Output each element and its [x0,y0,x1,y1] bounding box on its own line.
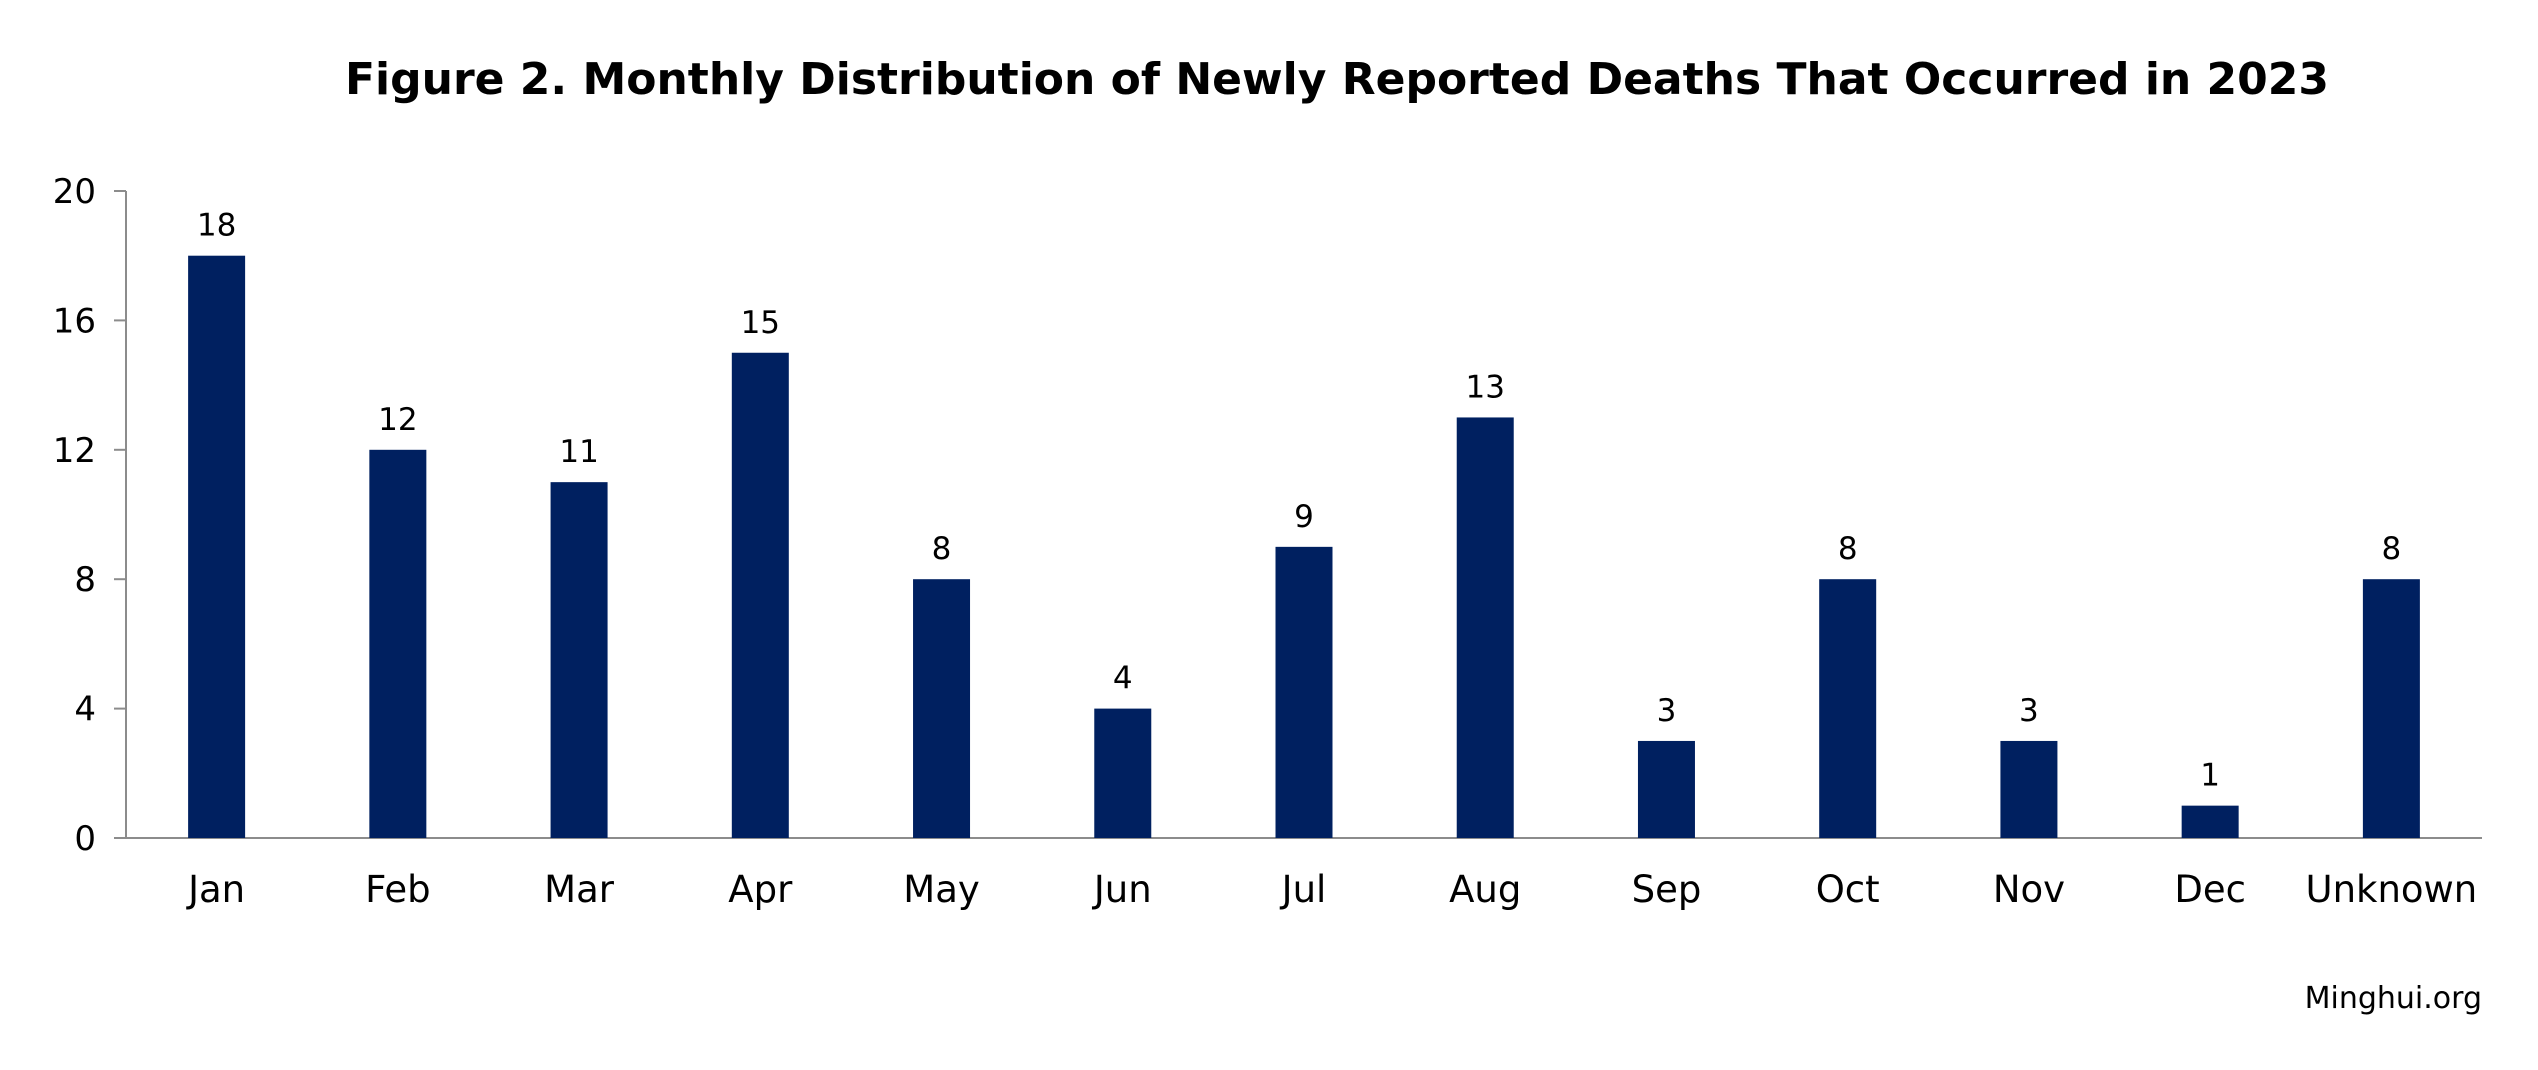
category-label-apr: Apr [728,868,793,911]
category-label-sep: Sep [1632,868,1702,911]
data-label-dec: 1 [2200,758,2220,794]
data-label-sep: 3 [1657,693,1677,729]
y-tick-label: 20 [53,172,96,212]
bar-nov [2000,740,2058,838]
bar-mar [550,482,608,838]
bar-jul [1275,546,1333,838]
data-label-unknown: 8 [2382,531,2402,567]
bar-aug [1456,417,1514,838]
bar-sep [1637,740,1695,838]
source-credit: Minghui.org [2305,981,2482,1016]
y-tick-label: 8 [74,560,96,600]
category-label-jun: Jun [1092,868,1152,911]
bar-jun [1094,708,1152,838]
data-label-nov: 3 [2019,693,2039,729]
bar-jan [188,255,246,838]
data-label-jan: 18 [197,208,236,244]
data-label-aug: 13 [1466,369,1505,405]
bar-may [913,579,971,838]
y-tick-label: 4 [74,690,96,730]
data-label-may: 8 [932,531,952,567]
category-label-dec: Dec [2174,868,2246,911]
bar-dec [2181,805,2239,838]
category-label-feb: Feb [365,868,431,911]
data-label-oct: 8 [1838,531,1858,567]
y-axis: 0 4 8 12 16 20 [53,172,127,859]
data-label-feb: 12 [378,402,417,438]
category-label-unknown: Unknown [2306,868,2478,911]
bar-apr [731,352,789,838]
data-label-jun: 4 [1113,661,1133,697]
bar-feb [369,449,427,838]
y-tick-label: 12 [53,431,96,471]
category-label-jul: Jul [1280,868,1327,911]
data-label-apr: 15 [741,305,780,341]
data-label-jul: 9 [1294,499,1314,535]
data-label-mar: 11 [559,434,598,470]
bar-unknown [2362,579,2420,838]
y-tick-label: 0 [74,819,96,859]
category-label-nov: Nov [1993,868,2065,911]
y-tick-label: 16 [53,301,96,341]
bars [188,255,2420,838]
bar-oct [1819,579,1877,838]
category-label-oct: Oct [1816,868,1880,911]
category-label-mar: Mar [544,868,615,911]
category-label-may: May [903,868,980,911]
category-labels: Jan Feb Mar Apr May Jun Jul Aug Sep Oct Nov Dec Unkn… [186,868,2477,911]
chart-title: Figure 2. Monthly Distribution of Newly … [345,54,2329,105]
category-label-jan: Jan [186,868,245,911]
category-label-aug: Aug [1449,868,1521,911]
